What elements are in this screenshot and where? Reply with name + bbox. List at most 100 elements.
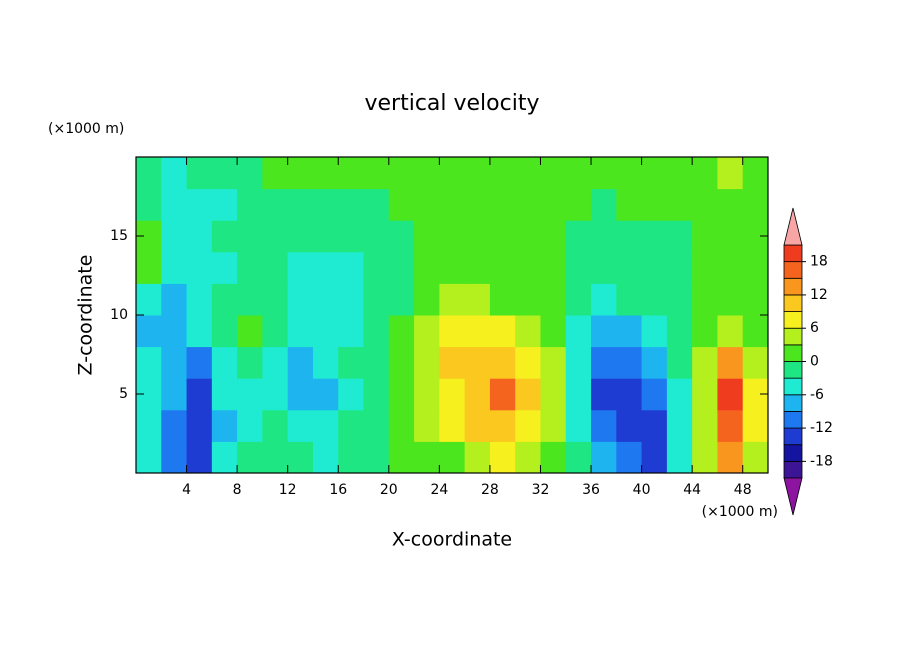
cell [717,283,744,316]
cell [515,441,541,474]
cell [666,409,693,442]
cell [161,251,188,284]
y-tick-label: 5 [119,386,128,402]
cell [363,441,390,474]
cell [692,378,718,411]
cell [489,378,516,411]
colorbar-tick-label: -6 [810,387,824,403]
cell [666,188,693,221]
cell [717,188,744,221]
x-tick-label: 20 [380,482,398,498]
cell [489,283,516,316]
cell [565,409,592,442]
cell [540,220,567,253]
cell [616,188,643,221]
cell [489,409,516,442]
chart-title: vertical velocity [364,91,539,116]
cell [565,346,592,379]
cell [439,378,466,411]
cell [237,157,263,190]
colorbar-box [783,294,803,312]
cell [338,188,365,221]
cell [616,378,643,411]
cell [237,441,263,474]
cell [464,283,491,316]
cell [338,378,365,411]
cell [186,441,213,474]
cell [666,315,693,348]
cell [742,283,769,316]
cell [388,157,415,190]
cell [338,346,365,379]
cell [363,157,390,190]
y-axis-label: Z-coordinate [75,255,97,376]
cell [616,157,643,190]
cell [515,378,541,411]
x-tick-label: 24 [430,482,448,498]
cell [464,409,491,442]
cell [211,378,238,411]
cell [287,441,314,474]
cell [237,315,263,348]
cell [262,346,289,379]
cell [717,409,744,442]
colorbar-box [783,460,803,479]
colorbar-box [783,394,803,412]
cell [717,378,744,411]
cell [717,315,744,348]
colorbar-box [783,377,803,396]
cell [616,315,643,348]
colorbar-box [783,244,803,263]
cell [237,346,263,379]
colorbar-tick-label: -12 [810,420,833,436]
cell [464,346,491,379]
cell [287,157,314,190]
cell [616,251,643,284]
cell [464,315,491,348]
cell [414,441,440,474]
cell [211,315,238,348]
colorbar-box [783,327,803,346]
cell [616,346,643,379]
cell [237,220,263,253]
cell [540,315,567,348]
cell [262,188,289,221]
cell [414,315,440,348]
cell [414,283,440,316]
cell [388,409,415,442]
x-tick-label: 12 [279,482,297,498]
cell [666,346,693,379]
cell [565,188,592,221]
cell [363,409,390,442]
cell [262,283,289,316]
cell [237,251,263,284]
cell [591,251,617,284]
cell [540,283,567,316]
cell [262,251,289,284]
cell [591,441,617,474]
x-tick-label: 8 [233,482,242,498]
cell [666,283,693,316]
cell [161,346,188,379]
cell [312,315,339,348]
cell [287,188,314,221]
cell [515,157,541,190]
cell [136,188,162,221]
colorbar-box [783,444,803,462]
cell [515,220,541,253]
cell [565,283,592,316]
cell [414,188,440,221]
cell [692,441,718,474]
colorbar-tick-label: -18 [810,453,833,469]
cell [186,251,213,284]
cell [515,315,541,348]
cell [565,157,592,190]
colorbar-over [783,207,803,246]
x-tick-label: 48 [734,482,752,498]
cell [161,157,188,190]
cell [565,441,592,474]
x-tick-label: 32 [532,482,550,498]
cell [161,378,188,411]
cell [742,157,769,190]
